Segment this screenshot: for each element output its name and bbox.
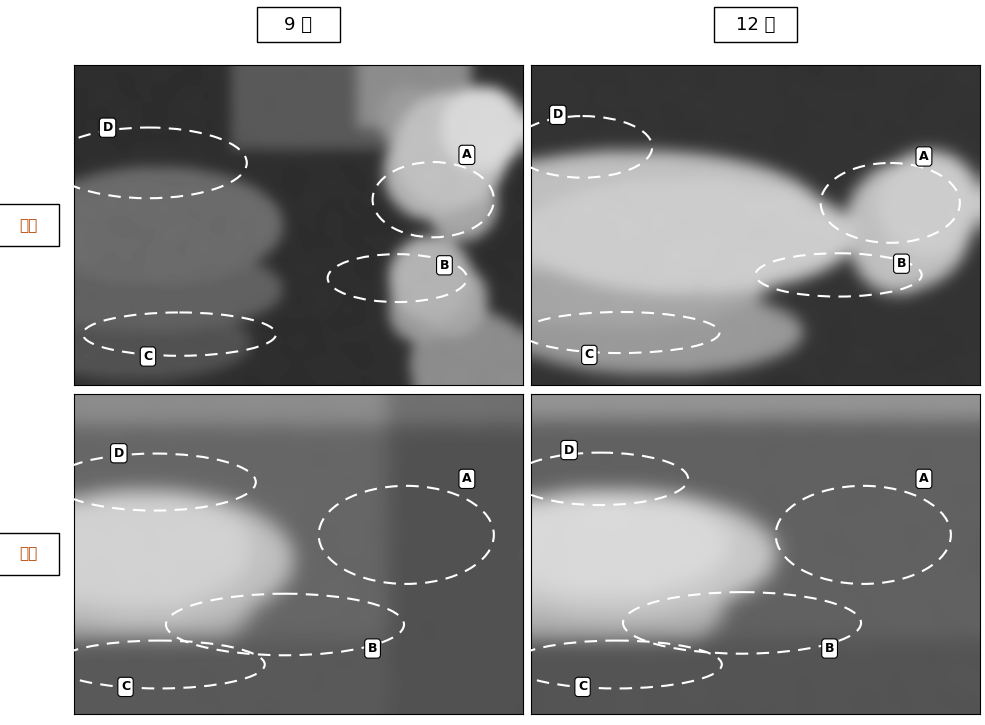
Text: B: B xyxy=(896,257,906,270)
Text: C: C xyxy=(578,681,587,693)
Text: A: A xyxy=(462,473,472,485)
Text: C: C xyxy=(144,350,153,363)
Text: 12 時: 12 時 xyxy=(736,16,775,34)
Text: A: A xyxy=(462,149,472,162)
Text: D: D xyxy=(102,121,112,134)
Text: B: B xyxy=(824,642,834,655)
Text: D: D xyxy=(564,444,574,457)
Text: B: B xyxy=(367,642,377,655)
Text: 可視: 可視 xyxy=(19,218,37,233)
Text: B: B xyxy=(439,259,449,272)
Text: C: C xyxy=(121,681,130,693)
Text: 9 時: 9 時 xyxy=(285,16,312,34)
Text: D: D xyxy=(553,108,563,121)
Text: A: A xyxy=(919,150,929,163)
Text: C: C xyxy=(585,349,594,362)
Text: A: A xyxy=(919,473,929,485)
Text: D: D xyxy=(113,447,124,460)
Text: 赤外: 赤外 xyxy=(19,547,37,562)
